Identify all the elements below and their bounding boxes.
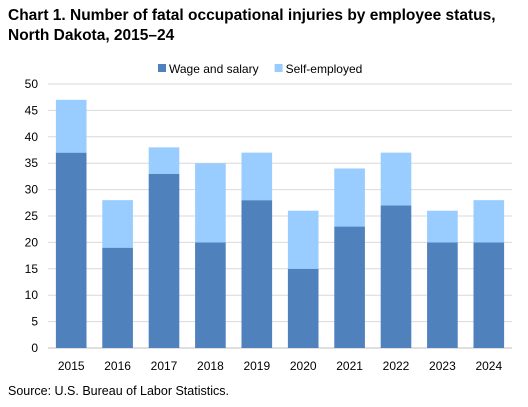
y-tick-label: 30 xyxy=(25,183,39,197)
bar-wage-and-salary-2017 xyxy=(148,173,180,348)
chart-title-line-2: North Dakota, 2015–24 xyxy=(8,27,175,44)
bar-self-employed-2023 xyxy=(427,210,458,243)
y-tick-label: 45 xyxy=(25,103,39,117)
y-tick-label: 15 xyxy=(25,262,39,276)
legend-label-wage-and-salary: Wage and salary xyxy=(169,62,259,76)
y-tick-label: 0 xyxy=(31,341,38,355)
bar-wage-and-salary-2018 xyxy=(195,242,226,348)
y-tick-label: 5 xyxy=(31,315,38,329)
source-note: Source: U.S. Bureau of Labor Statistics. xyxy=(8,384,229,398)
y-axis-tick-labels: 0 5 10 15 20 25 30 35 40 45 50 xyxy=(25,77,39,355)
y-tick-label: 35 xyxy=(25,156,39,170)
x-tick-label: 2022 xyxy=(383,359,410,373)
legend-swatch-self-employed xyxy=(274,64,283,72)
chart-title: Chart 1. Number of fatal occupational in… xyxy=(8,6,520,46)
bar-wage-and-salary-2020 xyxy=(287,268,319,348)
bar-wage-and-salary-2016 xyxy=(102,247,133,348)
bars xyxy=(55,99,505,348)
bar-self-employed-2022 xyxy=(380,152,412,206)
x-tick-label: 2019 xyxy=(243,359,270,373)
y-tick-label: 25 xyxy=(25,209,39,223)
bar-self-employed-2016 xyxy=(102,200,133,248)
bar-wage-and-salary-2023 xyxy=(427,242,458,348)
bar-self-employed-2018 xyxy=(195,163,226,243)
legend: Wage and salary Self-employed xyxy=(158,62,362,76)
y-tick-label: 20 xyxy=(25,235,39,249)
x-axis-tick-labels: 2015 2016 2017 2018 2019 2020 2021 2022 2023 2024 xyxy=(58,359,503,373)
y-tick-label: 50 xyxy=(25,77,39,91)
bar-wage-and-salary-2021 xyxy=(334,226,365,348)
x-tick-label: 2015 xyxy=(58,359,85,373)
bar-wage-and-salary-2019 xyxy=(241,200,273,348)
bar-self-employed-2024 xyxy=(473,200,505,243)
x-tick-label: 2021 xyxy=(336,359,363,373)
bar-self-employed-2019 xyxy=(241,152,273,201)
bar-self-employed-2021 xyxy=(334,168,365,227)
x-tick-label: 2018 xyxy=(197,359,224,373)
bar-wage-and-salary-2024 xyxy=(473,242,505,348)
bar-self-employed-2017 xyxy=(148,147,180,174)
y-tick-label: 40 xyxy=(25,130,39,144)
x-tick-label: 2023 xyxy=(429,359,456,373)
x-tick-label: 2020 xyxy=(290,359,317,373)
legend-label-self-employed: Self-employed xyxy=(286,62,363,76)
y-tick-label: 10 xyxy=(25,288,39,302)
bar-self-employed-2015 xyxy=(55,99,87,153)
bar-self-employed-2020 xyxy=(287,210,319,269)
legend-swatch-wage-and-salary xyxy=(158,64,166,72)
x-tick-label: 2016 xyxy=(104,359,131,373)
x-tick-label: 2024 xyxy=(475,359,502,373)
x-tick-label: 2017 xyxy=(151,359,178,373)
chart-title-line-1: Chart 1. Number of fatal occupational in… xyxy=(8,7,496,24)
bar-wage-and-salary-2015 xyxy=(55,152,87,348)
bar-wage-and-salary-2022 xyxy=(380,205,412,348)
